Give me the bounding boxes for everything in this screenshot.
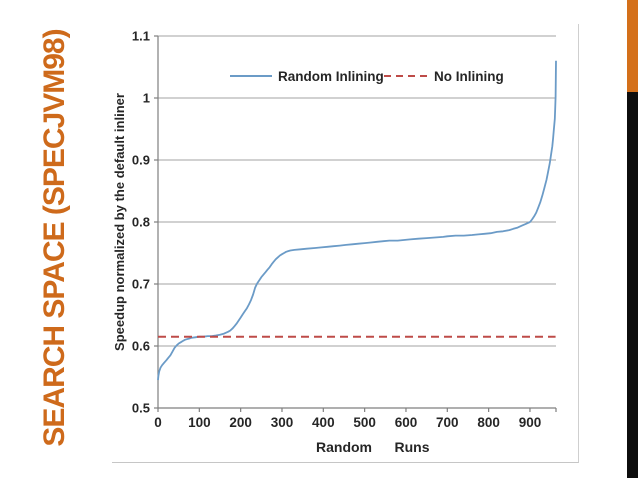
y-tick-label: 0.6 (132, 339, 150, 354)
x-tick-label: 100 (188, 415, 211, 430)
y-tick-label: 0.7 (132, 277, 150, 292)
legend-label-no-inlining: No Inlining (434, 69, 504, 84)
x-axis-title-random: Random (316, 439, 372, 455)
x-tick-label: 300 (271, 415, 294, 430)
x-tick-label: 600 (395, 415, 418, 430)
y-tick-label: 0.9 (132, 153, 150, 168)
y-tick-label: 1 (143, 91, 150, 106)
legend-label-random-inlining: Random Inlining (278, 69, 384, 84)
chart-frame: 0.5 0.6 0.7 0.8 0.9 1 1.1 0 100 200 300 400 500 600 70… (112, 24, 579, 463)
x-tick-label: 500 (353, 415, 376, 430)
y-tick-label: 0.5 (132, 401, 150, 416)
right-edge-accent-bar-orange (627, 0, 638, 92)
x-tick-label: 900 (519, 415, 542, 430)
y-tick-label: 1.1 (132, 29, 150, 44)
right-edge-accent-bar-black (627, 92, 638, 478)
y-tick-label: 0.8 (132, 215, 150, 230)
x-axis-title-runs: Runs (395, 439, 430, 455)
y-axis-title: Speedup normalized by the default inline… (112, 93, 127, 351)
x-tick-label: 200 (229, 415, 252, 430)
slide-title: SEARCH SPACE (SPECJVM98) (38, 29, 71, 447)
x-tick-label: 700 (436, 415, 459, 430)
x-tick-label: 400 (312, 415, 335, 430)
x-tick-label: 800 (477, 415, 500, 430)
x-tick-label: 0 (154, 415, 162, 430)
random-inlining-series-line (157, 60, 557, 381)
speedup-chart: 0.5 0.6 0.7 0.8 0.9 1 1.1 0 100 200 300 400 500 600 70… (112, 29, 557, 455)
